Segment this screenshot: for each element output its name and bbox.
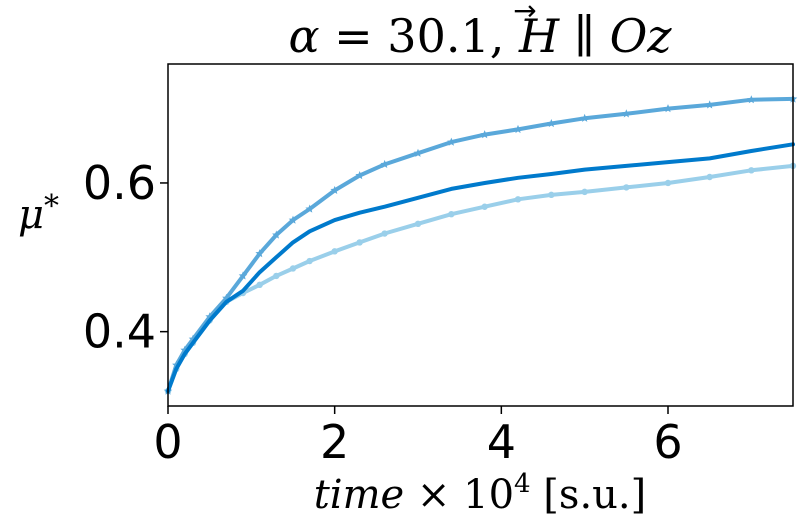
data-point (513, 124, 523, 134)
data-point (305, 204, 314, 213)
data-point (747, 95, 756, 104)
data-point (255, 249, 264, 258)
x-tick-label: 0 (153, 415, 182, 469)
data-point (705, 100, 714, 109)
data-point (288, 215, 298, 224)
data-point (481, 203, 488, 210)
data-point (238, 271, 248, 280)
data-point (381, 230, 388, 237)
data-point (663, 104, 673, 113)
data-point (355, 171, 364, 180)
data-point (581, 188, 588, 196)
data-point (623, 184, 630, 191)
vector-arrow: → (513, 0, 536, 27)
data-point (273, 272, 280, 280)
data-point (514, 196, 522, 203)
data-point (172, 360, 181, 369)
data-point (748, 167, 755, 174)
series-group (163, 94, 798, 395)
data-point (447, 137, 456, 146)
data-point (547, 119, 556, 128)
data-point (480, 130, 489, 139)
y-tick-label: 0.4 (83, 305, 156, 359)
plot-frame (167, 63, 794, 407)
data-point (448, 210, 455, 218)
y-axis-label: μ* (18, 189, 59, 238)
data-point (222, 293, 231, 302)
data-point (622, 109, 631, 118)
series-line (166, 142, 795, 394)
data-point (380, 159, 389, 168)
series-line (166, 96, 795, 394)
data-point (356, 239, 363, 246)
data-point (272, 230, 281, 239)
x-axis-label: time × 104 [s.u.] (314, 469, 647, 518)
data-point (414, 220, 422, 228)
data-point (256, 281, 263, 289)
x-tick-label: 6 (653, 415, 682, 469)
data-point (706, 173, 713, 181)
data-point (413, 148, 423, 157)
data-point (306, 257, 313, 265)
axis-ticks: 0 2 4 6 0.4 0.6 (83, 156, 683, 469)
data-point (331, 248, 338, 255)
y-tick-label: 0.6 (83, 156, 156, 210)
data-point (548, 191, 555, 199)
series-line (166, 163, 795, 394)
data-point (664, 179, 672, 187)
chart-title: α = 30.1, H ∥ Oz (288, 9, 672, 63)
data-point (330, 185, 339, 194)
x-tick-label: 2 (320, 415, 349, 469)
data-point (580, 113, 589, 122)
x-tick-label: 4 (487, 415, 516, 469)
data-point (289, 265, 297, 272)
data-point (188, 334, 198, 343)
